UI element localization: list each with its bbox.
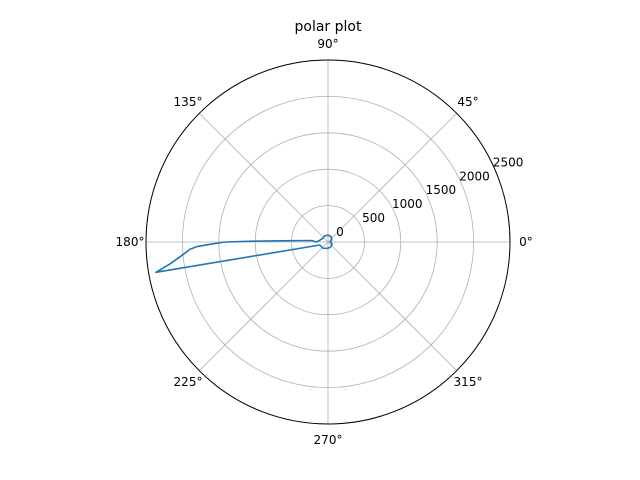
theta-tick-label-6: 270°: [314, 433, 343, 447]
r-tick-label-0: 0: [336, 225, 344, 239]
theta-gridline-7: [327, 241, 457, 371]
series-layer: [155, 234, 333, 274]
r-tick-label-3: 1500: [426, 183, 457, 197]
tick-labels: 0° 45° 90° 135° 180° 225° 270° 315° 0 500 10001500…: [116, 37, 533, 447]
r-tick-label-1: 500: [362, 211, 385, 225]
theta-tick-label-3: 135°: [174, 95, 203, 109]
polar-frame: [145, 59, 511, 425]
theta-tick-label-5: 225°: [174, 375, 203, 389]
theta-tick-label-1: 45°: [457, 95, 478, 109]
chart-title: polar plot: [295, 19, 362, 35]
r-tick-label-4: 2000: [459, 169, 490, 183]
theta-tick-label-0: 0°: [519, 235, 533, 249]
r-tick-label-2: 1000: [392, 197, 423, 211]
series-line-0: [155, 234, 333, 274]
theta-tick-label-2: 90°: [317, 37, 338, 51]
theta-gridline-5: [199, 241, 329, 371]
r-tick-label-5: 2500: [493, 155, 524, 169]
polar-grid: [145, 59, 511, 425]
theta-gridline-1: [327, 113, 457, 243]
theta-gridline-3: [199, 113, 329, 243]
theta-tick-label-7: 315°: [454, 375, 483, 389]
theta-tick-label-4: 180°: [116, 235, 145, 249]
